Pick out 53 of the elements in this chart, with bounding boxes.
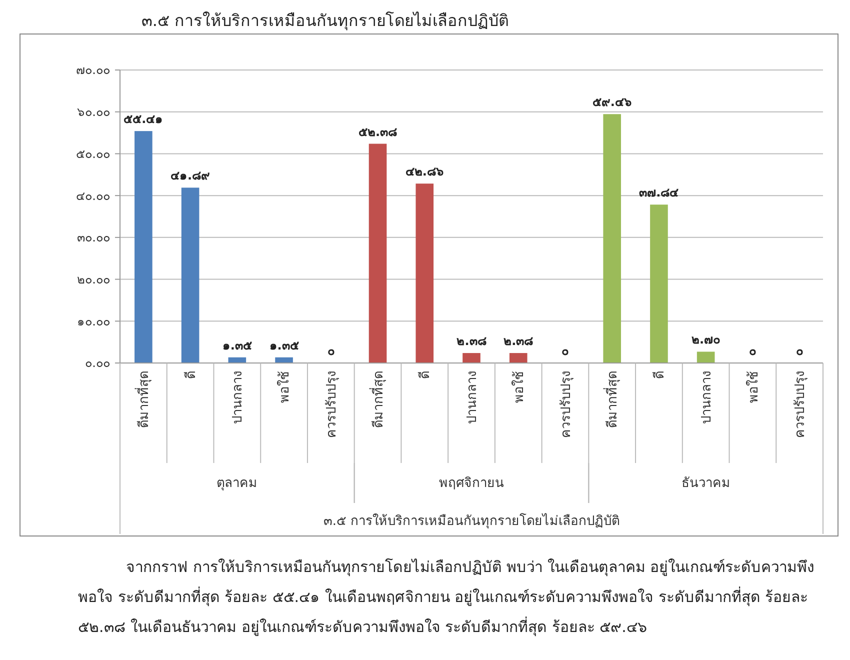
x-tick-label: ดี	[417, 371, 434, 379]
y-tick-label: ๔๐.๐๐	[76, 188, 110, 203]
x-tick-label: ดี	[182, 371, 199, 379]
chart-title: ๓.๕ การให้บริการเหมือนกันทุกรายโดยไม่เลือกปฏิบัติ	[141, 11, 509, 31]
data-label: ๓๗.๘๔	[639, 186, 679, 200]
bar	[696, 352, 715, 363]
data-label: ๔๒.๘๖	[405, 164, 444, 179]
x-tick-label: พอใช้	[276, 371, 293, 403]
bar	[650, 204, 668, 363]
x-tick-label: ควรปรับปรุง	[793, 371, 808, 438]
data-label: ๐	[796, 344, 804, 358]
data-label: ๔๑.๘๙	[170, 168, 210, 183]
bar	[134, 131, 152, 363]
x-tick-label: ปานกลาง	[230, 371, 246, 424]
text: จากกราฟ การให้บริการเหมือนกันทุกรายโดยไม่เลือกปฏิบัติ พบว่า ในเดือนตุลาคม อยู่ในเกณฑ์ระดับความพึงพอใจ ระดับดีมากที่สุด ร้อยละ ๕๕.๔๑ ในเดือนพฤศจิกายน อยู่ในเกณฑ์ระดับความพึงพอใจ ระดับดีมากที่สุด ร้อยละ ๕๒.๓๘ ในเดือนธันวาคม อยู่ในเกณฑ์ระดับความพึงพอใจ ระดับดีมากที่สุด ร้อยละ ๕๙.๔๖	[78, 557, 816, 638]
y-tick-label: ๑๐.๐๐	[77, 314, 110, 328]
data-label: ๒.๓๘	[456, 334, 486, 348]
text: พฤศจิกายน	[439, 476, 504, 491]
data-label: ๕๙.๔๖	[592, 95, 632, 110]
bar	[368, 144, 387, 363]
data-label: ๐	[562, 344, 569, 358]
data-label: ๑.๓๕	[269, 338, 299, 352]
x-tick-label: ปานกลาง	[465, 371, 480, 424]
data-label: ๒.๓๘	[504, 334, 534, 348]
text: ๓.๕ การให้บริการเหมือนกันทุกรายโดยไม่เลือกปฏิบัติ	[323, 513, 620, 529]
x-tick-label: ควรปรับปรุง	[324, 371, 340, 438]
data-label: ๒.๗๐	[692, 332, 720, 347]
x-tick-label: ควรปรับปรุง	[558, 371, 574, 438]
data-label: ๑.๓๕	[222, 338, 252, 352]
y-tick-label: ๒๐.๐๐	[77, 272, 110, 286]
text: ธันวาคม	[681, 476, 730, 491]
data-label: ๐	[327, 344, 334, 358]
x-tick-label: ดีมากที่สุด	[604, 371, 621, 428]
x-tick-label: ดีมากที่สุด	[134, 371, 152, 428]
x-tick-label: ดี	[652, 371, 668, 379]
x-tick-label: พอใช้	[745, 371, 762, 403]
data-label: ๕๒.๓๘	[358, 124, 398, 139]
x-tick-label: ดีมากที่สุด	[369, 371, 386, 428]
y-tick-label: ๕๐.๐๐	[76, 146, 110, 161]
y-tick-label: ๓๐.๐๐	[77, 230, 110, 245]
y-tick-label: ๗๐.๐๐	[76, 63, 110, 78]
bar	[509, 353, 528, 363]
text: ตุลาคม	[216, 476, 258, 491]
bar	[603, 114, 622, 363]
y-tick-label: ๖๐.๐๐	[77, 105, 110, 120]
data-label: ๕๕.๔๑	[124, 112, 164, 126]
bar	[181, 188, 200, 363]
x-tick-label: ปานกลาง	[699, 371, 714, 424]
bar	[416, 184, 434, 363]
x-tick-label: พอใช้	[510, 371, 527, 403]
bar	[462, 353, 480, 363]
data-label: ๐	[749, 344, 756, 358]
y-tick-label: ๐.๐๐	[85, 356, 110, 370]
